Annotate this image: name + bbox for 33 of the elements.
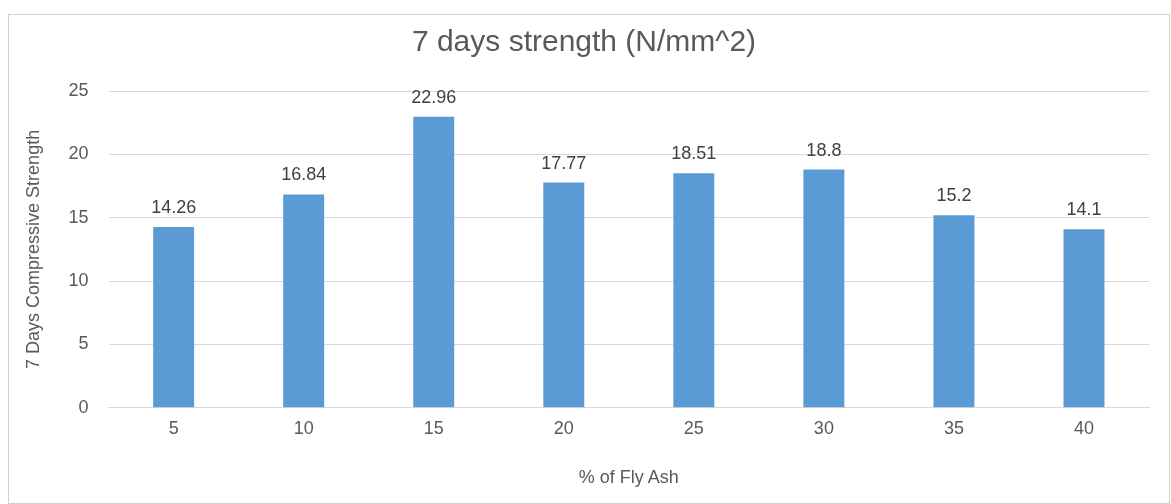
x-tick-label: 20 (553, 417, 574, 438)
x-tick-label: 10 (293, 417, 314, 438)
data-label: 14.26 (151, 197, 197, 218)
bar (1063, 229, 1105, 408)
y-tick-label: 25 (68, 79, 89, 100)
y-tick-label: 5 (78, 333, 89, 354)
data-label: 15.2 (936, 185, 972, 206)
y-tick-label: 15 (68, 206, 89, 227)
bar (803, 169, 845, 408)
bar (153, 227, 195, 408)
bar (283, 194, 325, 408)
bar (933, 215, 975, 408)
y-tick-label: 20 (68, 143, 89, 164)
bar (673, 173, 715, 408)
x-tick-label: 5 (168, 417, 179, 438)
x-tick-label: 25 (683, 417, 704, 438)
bar (543, 182, 585, 408)
data-label: 14.1 (1066, 199, 1102, 220)
data-label: 18.51 (671, 143, 717, 164)
chart-title: 7 days strength (N/mm^2) (411, 24, 757, 58)
x-tick-label: 30 (813, 417, 834, 438)
x-tick-label: 15 (423, 417, 444, 438)
y-tick-label: 10 (68, 270, 89, 291)
bar (413, 116, 455, 408)
x-axis-title: % of Fly Ash (578, 467, 679, 488)
y-tick-label: 0 (78, 396, 89, 417)
x-tick-label: 40 (1073, 417, 1094, 438)
data-label: 16.84 (281, 164, 327, 185)
data-label: 17.77 (541, 152, 587, 173)
data-label: 22.96 (411, 86, 457, 107)
data-label: 18.8 (806, 139, 842, 160)
x-tick-label: 35 (943, 417, 964, 438)
y-axis-title: 7 Days Compressive Strength (22, 129, 43, 369)
